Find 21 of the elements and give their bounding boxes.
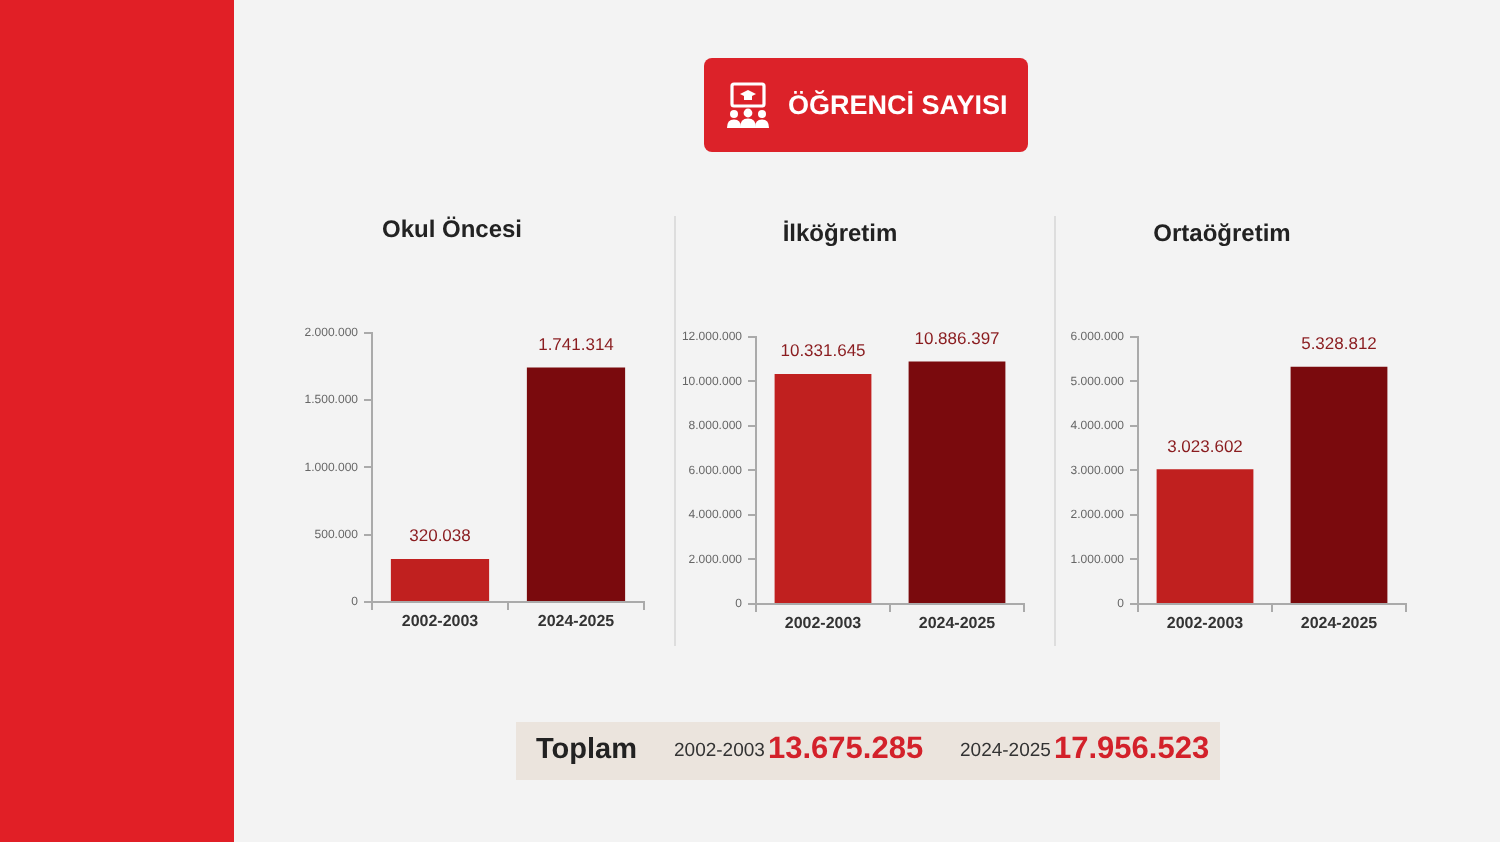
text: 2002-2003 <box>674 740 765 762</box>
chart-title: İlköğretim <box>782 219 898 248</box>
data-label: 5.328.812 <box>1301 332 1378 353</box>
x-tick-label: 2002-2003 <box>1166 614 1245 633</box>
text: 17.956.523 <box>1054 732 1210 768</box>
text: 2024-2025 <box>960 740 1051 762</box>
text: ÖĞRENCİ SAYISI <box>788 90 1008 120</box>
x-tick-label: 2024-2025 <box>918 614 997 633</box>
x-tick-label: 2024-2025 <box>1300 614 1379 633</box>
data-label: 10.886.397 <box>914 327 1001 348</box>
text: 13.675.285 <box>768 732 924 768</box>
data-label: 1.741.314 <box>538 333 615 354</box>
data-label: 320.038 <box>409 525 472 546</box>
text: Toplam <box>536 734 637 766</box>
data-label: 3.023.602 <box>1167 435 1244 456</box>
chart-title: Okul Öncesi <box>381 215 523 244</box>
x-tick-label: 2024-2025 <box>537 612 616 631</box>
x-tick-label: 2002-2003 <box>784 614 863 633</box>
x-tick-label: 2002-2003 <box>401 612 480 631</box>
chart-title: Ortaöğretim <box>1153 219 1291 248</box>
data-label: 10.331.645 <box>780 340 867 361</box>
